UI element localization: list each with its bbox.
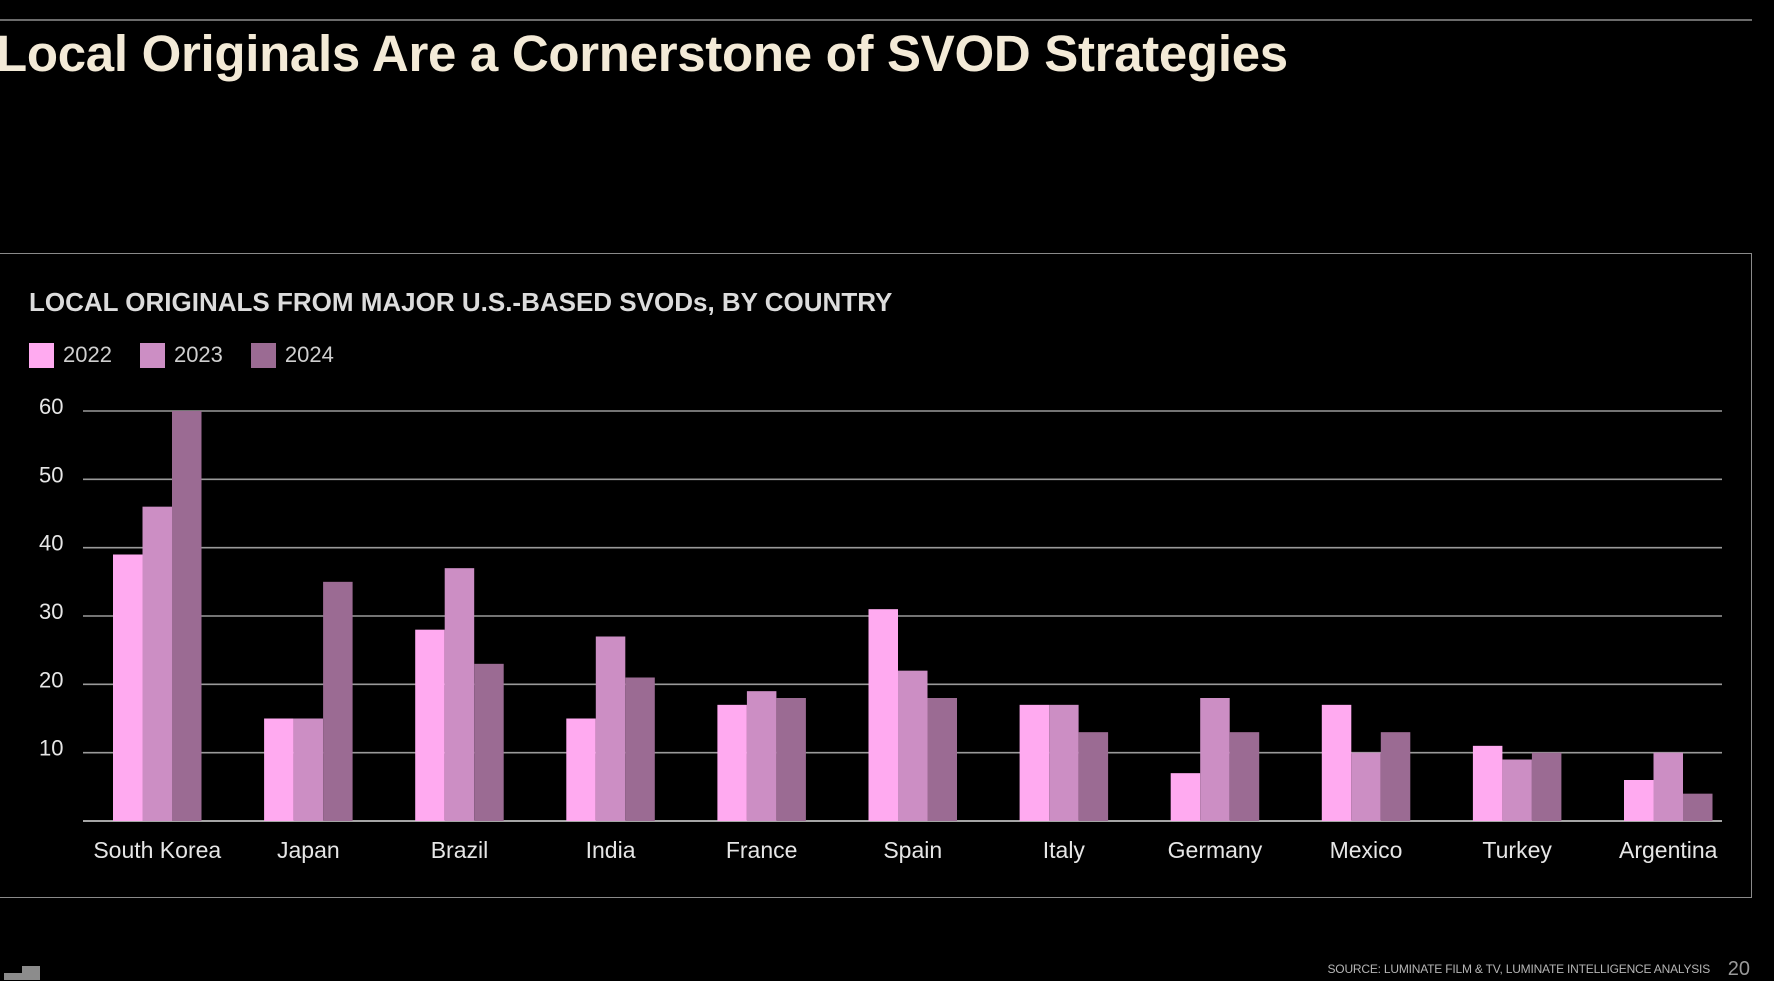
page-number: 20 (1727, 958, 1750, 980)
bar-2023 (1049, 704, 1079, 821)
bar-2022 (717, 704, 747, 821)
bar-2023 (142, 506, 172, 821)
x-tick-label: Germany (1168, 837, 1263, 863)
y-tick-label: 10 (39, 736, 63, 761)
x-tick-label: Japan (277, 837, 340, 863)
legend-label: 2022 (63, 342, 112, 367)
bar-2022 (1019, 704, 1050, 821)
bar-2022 (868, 609, 898, 821)
bar-2022 (113, 554, 143, 821)
bar-2023 (1351, 752, 1381, 821)
bar-2024 (927, 698, 957, 821)
y-tick-label: 20 (39, 667, 63, 692)
bar-2024 (474, 663, 504, 821)
bar-2024 (1531, 752, 1562, 821)
bar-2024 (1683, 793, 1713, 821)
y-tick-label: 40 (39, 531, 63, 556)
legend-label: 2023 (173, 342, 223, 367)
x-tick-label: India (586, 837, 636, 863)
x-tick-label: Spain (883, 837, 942, 863)
y-tick-label: 30 (39, 599, 63, 624)
bar-2024 (172, 411, 202, 821)
y-tick-label: 60 (39, 394, 63, 419)
bar-2022 (1170, 773, 1201, 821)
legend-item-2024: 2024 (250, 342, 334, 368)
corner-logo-icon (0, 966, 40, 980)
bar-2024 (323, 581, 353, 821)
chart-legend: 2022 2023 2024 (29, 340, 362, 370)
bar-2023 (1502, 759, 1532, 821)
page-title: Local Originals Are a Cornerstone of SVO… (0, 25, 1288, 82)
bar-2023 (595, 636, 626, 821)
legend-item-2022: 2022 (29, 342, 112, 368)
y-tick-label: 50 (39, 462, 63, 487)
x-tick-label: Italy (1043, 837, 1086, 863)
bar-2024 (1380, 732, 1411, 821)
bar-2023 (746, 691, 777, 821)
source-note: SOURCE: LUMINATE FILM & TV, LUMINATE INT… (1327, 962, 1711, 976)
x-tick-label: Turkey (1482, 837, 1552, 863)
x-tick-label: France (726, 837, 798, 863)
x-tick-label: Brazil (431, 837, 489, 863)
legend-swatch (29, 342, 54, 368)
bar-2022 (1321, 704, 1352, 821)
x-tick-label: Mexico (1330, 837, 1403, 863)
bar-2022 (264, 718, 294, 821)
bar-2022 (415, 629, 445, 821)
legend-item-2023: 2023 (139, 342, 223, 368)
legend-label: 2024 (284, 342, 334, 367)
bar-2024 (1229, 732, 1260, 821)
top-rule (0, 19, 1752, 21)
bar-2024 (625, 677, 655, 821)
bar-2023 (898, 670, 928, 821)
bar-2023 (1200, 698, 1230, 821)
x-tick-label: South Korea (93, 837, 221, 863)
legend-swatch (250, 342, 276, 368)
bar-2022 (1472, 745, 1503, 821)
bar-2023 (1653, 752, 1683, 821)
bar-2024 (776, 698, 806, 821)
x-tick-label: Argentina (1619, 837, 1718, 863)
chart-title: LOCAL ORIGINALS FROM MAJOR U.S.-BASED SV… (29, 287, 893, 317)
bar-2022 (566, 718, 596, 821)
legend-swatch (139, 342, 165, 368)
chart-panel (0, 253, 1752, 898)
bar-2024 (1078, 732, 1109, 821)
bar-2023 (293, 718, 324, 821)
bar-2023 (444, 568, 475, 821)
bar-2022 (1624, 780, 1654, 821)
